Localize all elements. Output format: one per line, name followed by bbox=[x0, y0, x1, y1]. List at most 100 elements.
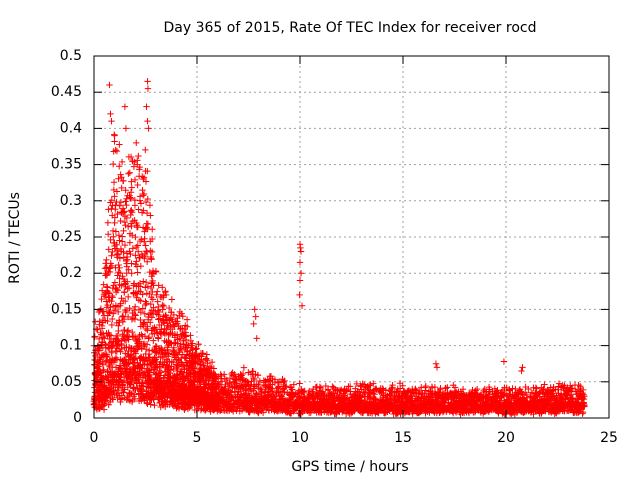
data-point bbox=[104, 231, 112, 238]
data-point bbox=[174, 362, 182, 370]
data-point bbox=[144, 167, 151, 175]
data-point bbox=[119, 381, 127, 389]
data-point bbox=[135, 206, 142, 213]
data-point bbox=[136, 279, 144, 287]
data-point bbox=[121, 218, 129, 226]
y-tick-label: 0.05 bbox=[51, 374, 82, 390]
data-point bbox=[136, 197, 144, 204]
data-point bbox=[131, 303, 139, 310]
data-point bbox=[106, 331, 113, 339]
data-point bbox=[120, 177, 127, 185]
data-point bbox=[110, 179, 118, 186]
data-point bbox=[116, 237, 123, 244]
data-point bbox=[131, 311, 139, 318]
data-point bbox=[126, 239, 134, 246]
data-point bbox=[110, 233, 117, 240]
data-point bbox=[96, 318, 103, 325]
data-point bbox=[127, 153, 135, 161]
data-point bbox=[117, 348, 124, 356]
data-point bbox=[114, 287, 122, 294]
data-point bbox=[101, 293, 109, 300]
data-point bbox=[162, 288, 169, 295]
data-point bbox=[102, 397, 110, 404]
y-tick-label: 0.25 bbox=[51, 229, 82, 245]
data-point bbox=[151, 348, 159, 355]
data-point bbox=[144, 400, 151, 407]
data-point bbox=[111, 306, 119, 314]
data-point bbox=[169, 316, 176, 324]
data-point bbox=[105, 309, 113, 317]
data-point bbox=[132, 312, 139, 319]
data-point bbox=[127, 250, 134, 258]
data-point bbox=[117, 199, 125, 206]
data-point bbox=[143, 341, 151, 348]
data-point bbox=[122, 222, 129, 229]
data-point bbox=[109, 294, 116, 301]
data-point bbox=[98, 375, 106, 383]
data-point bbox=[140, 190, 148, 198]
data-point bbox=[123, 214, 130, 222]
data-point bbox=[94, 326, 101, 333]
data-point bbox=[109, 227, 117, 235]
data-point bbox=[106, 363, 113, 370]
data-point bbox=[139, 186, 146, 194]
data-point bbox=[154, 288, 161, 295]
data-point bbox=[100, 308, 107, 316]
data-point bbox=[144, 283, 152, 290]
data-point bbox=[131, 355, 138, 363]
data-point bbox=[101, 335, 108, 342]
data-point bbox=[118, 158, 126, 166]
data-point bbox=[129, 245, 137, 252]
data-point bbox=[108, 197, 115, 204]
data-point bbox=[115, 261, 122, 269]
data-points bbox=[90, 78, 588, 418]
data-point bbox=[118, 345, 125, 353]
data-point bbox=[115, 232, 123, 239]
data-point bbox=[108, 298, 115, 305]
data-point bbox=[116, 141, 123, 148]
data-point bbox=[174, 340, 181, 347]
data-point bbox=[155, 282, 162, 289]
data-point bbox=[112, 228, 120, 235]
data-point bbox=[103, 271, 111, 279]
data-point bbox=[124, 285, 131, 292]
data-point bbox=[105, 206, 112, 213]
data-point bbox=[124, 313, 132, 321]
data-point bbox=[108, 262, 116, 270]
y-tick-label: 0.1 bbox=[60, 338, 82, 354]
data-point bbox=[125, 284, 133, 292]
data-point bbox=[134, 269, 141, 276]
data-point bbox=[98, 325, 106, 332]
data-point bbox=[107, 236, 114, 244]
data-point bbox=[116, 264, 123, 272]
data-point bbox=[104, 219, 112, 226]
data-point bbox=[148, 314, 156, 321]
data-point bbox=[155, 303, 162, 311]
y-axis-label: ROTI / TECUs bbox=[7, 192, 23, 284]
data-point bbox=[137, 309, 144, 316]
data-point bbox=[123, 201, 130, 209]
data-point bbox=[148, 248, 156, 256]
data-point bbox=[124, 293, 132, 301]
data-point bbox=[112, 201, 119, 209]
x-tick-label: 0 bbox=[90, 430, 99, 446]
data-point bbox=[132, 252, 139, 259]
data-point bbox=[100, 281, 107, 288]
data-point bbox=[119, 318, 127, 326]
data-point bbox=[111, 279, 119, 286]
y-tick-label: 0.3 bbox=[60, 193, 82, 209]
data-point bbox=[131, 176, 139, 184]
data-point bbox=[132, 233, 139, 241]
data-point bbox=[126, 194, 134, 201]
data-point bbox=[115, 175, 122, 182]
x-tick-label: 25 bbox=[600, 430, 618, 446]
data-point bbox=[117, 217, 124, 225]
data-point bbox=[139, 305, 147, 312]
data-point bbox=[121, 297, 129, 305]
data-point bbox=[114, 210, 121, 218]
data-point bbox=[140, 207, 147, 214]
data-point bbox=[142, 279, 150, 286]
data-point bbox=[126, 389, 134, 397]
data-point bbox=[113, 338, 121, 345]
data-point bbox=[144, 195, 151, 203]
